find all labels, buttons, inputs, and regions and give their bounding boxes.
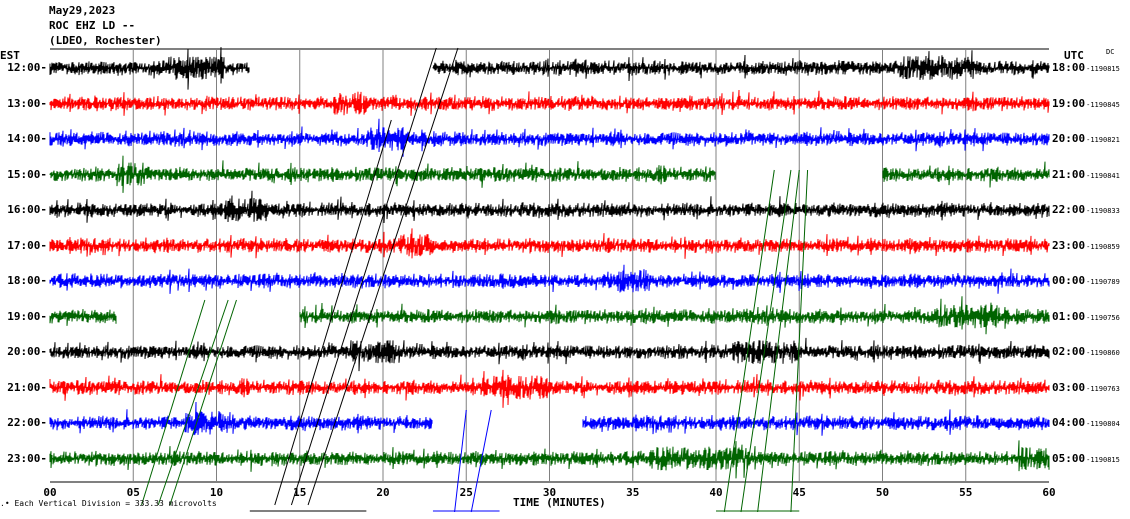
x-tick-label: 60 xyxy=(1042,486,1056,499)
transient-stroke xyxy=(274,119,392,506)
left-axis-title: EST xyxy=(0,49,20,62)
dc-offset: -1190815 xyxy=(1086,455,1120,464)
est-label: 16:00- xyxy=(7,203,47,216)
x-tick-label: 10 xyxy=(209,486,224,499)
x-tick-label: 50 xyxy=(875,486,890,499)
utc-label: 20:00-1190821 xyxy=(1052,132,1120,145)
utc-label: 05:00-1190815 xyxy=(1052,452,1120,465)
trace-17-00 xyxy=(49,228,1050,259)
transient-stroke xyxy=(169,299,237,506)
est-label: 14:00- xyxy=(7,132,47,145)
utc-label: 01:00-1190756 xyxy=(1052,310,1120,323)
utc-label: 18:00-1190815 xyxy=(1052,61,1120,74)
utc-time: 02:00 xyxy=(1052,345,1086,358)
utc-time: 18:00 xyxy=(1052,61,1086,74)
utc-label: 23:00-1190859 xyxy=(1052,239,1120,252)
est-label: 20:00- xyxy=(7,345,47,358)
dc-offset: -1190763 xyxy=(1086,384,1120,393)
x-tick-label: 00 xyxy=(43,486,57,499)
est-label: 12:00- xyxy=(7,61,47,74)
trace-13-00 xyxy=(49,89,1050,116)
dc-offset: -1190821 xyxy=(1086,136,1120,144)
est-label: 17:00- xyxy=(7,238,47,252)
x-tick-label: 55 xyxy=(959,486,973,499)
utc-time: 19:00 xyxy=(1052,96,1086,110)
utc-label: 04:00-1190804 xyxy=(1052,416,1120,429)
x-tick-label: 30 xyxy=(542,486,557,499)
est-label: 23:00- xyxy=(7,451,47,465)
utc-time: 03:00 xyxy=(1052,380,1086,394)
utc-time: 01:00 xyxy=(1052,309,1086,323)
est-label: 19:00- xyxy=(7,309,47,323)
right-axis-title: UTC xyxy=(1064,49,1084,62)
utc-time: 22:00 xyxy=(1052,203,1086,216)
est-label: 13:00- xyxy=(7,96,47,110)
legend-text: .• Each Vertical Division = 333.33 micro… xyxy=(0,499,217,508)
trace-14-00 xyxy=(49,118,1050,157)
transient-stroke xyxy=(141,299,206,506)
dc-offset: -1190815 xyxy=(1086,65,1120,73)
x-tick-label: 40 xyxy=(709,486,723,499)
trace-12-00 xyxy=(49,47,1050,90)
transient-stroke xyxy=(454,409,467,513)
utc-time: 21:00 xyxy=(1052,167,1086,181)
trace-15-00 xyxy=(49,155,1050,193)
x-tick-label: 25 xyxy=(459,486,473,499)
utc-label: 22:00-1190833 xyxy=(1052,203,1120,216)
transient-stroke xyxy=(157,299,229,506)
legend-label: Each Vertical Division = 333.33 microvol… xyxy=(14,499,217,508)
x-axis-label: TIME (MINUTES) xyxy=(513,496,606,509)
utc-time: 23:00 xyxy=(1052,238,1086,252)
trace-16-00 xyxy=(49,190,1050,224)
utc-label: 00:00-1190789 xyxy=(1052,274,1120,287)
transient-stroke xyxy=(790,169,809,513)
trace-20-00 xyxy=(49,337,1050,372)
transient-stroke xyxy=(307,47,459,506)
transient-stroke xyxy=(290,47,437,506)
header-network: (LDEO, Rochester) xyxy=(49,34,162,47)
transient-stroke xyxy=(757,169,800,513)
trace-21-00 xyxy=(49,369,1050,408)
transient-stroke xyxy=(470,409,492,513)
est-label: 18:00- xyxy=(7,274,47,287)
legend-marker: .• xyxy=(0,499,15,508)
dc-offset: -1190859 xyxy=(1086,242,1120,251)
header-date: May29,2023 xyxy=(49,4,116,17)
utc-time: 05:00 xyxy=(1052,451,1086,465)
dc-offset: -1190804 xyxy=(1086,420,1120,428)
utc-time: 20:00 xyxy=(1052,132,1086,145)
right-axis-subtitle: DC xyxy=(1106,48,1115,56)
trace-19-00 xyxy=(49,296,1050,335)
x-tick-label: 35 xyxy=(626,486,640,499)
est-label: 15:00- xyxy=(7,167,47,181)
dc-offset: -1190841 xyxy=(1086,171,1120,180)
est-label: 21:00- xyxy=(7,380,47,394)
x-tick-label: 45 xyxy=(792,486,806,499)
transient-stroke xyxy=(723,169,775,513)
dc-offset: -1190860 xyxy=(1086,349,1120,357)
dc-offset: -1190833 xyxy=(1086,207,1120,215)
dc-offset: -1190789 xyxy=(1086,278,1120,286)
x-tick-label: 20 xyxy=(376,486,390,499)
dc-offset: -1190845 xyxy=(1086,100,1120,109)
header-station: ROC EHZ LD -- xyxy=(49,19,136,32)
utc-label: 03:00-1190763 xyxy=(1052,381,1120,394)
transient-stroke xyxy=(740,169,792,513)
utc-time: 04:00 xyxy=(1052,416,1086,429)
trace-18-00 xyxy=(49,264,1050,294)
utc-time: 00:00 xyxy=(1052,274,1086,287)
trace-23-00 xyxy=(49,440,1050,479)
x-tick-label: 05 xyxy=(126,486,140,499)
utc-label: 19:00-1190845 xyxy=(1052,97,1120,110)
utc-label: 02:00-1190860 xyxy=(1052,345,1120,358)
utc-label: 21:00-1190841 xyxy=(1052,168,1120,181)
dc-offset: -1190756 xyxy=(1086,313,1120,322)
trace-22-00 xyxy=(49,401,1050,436)
x-tick-label: 15 xyxy=(293,486,307,499)
est-label: 22:00- xyxy=(7,416,47,429)
